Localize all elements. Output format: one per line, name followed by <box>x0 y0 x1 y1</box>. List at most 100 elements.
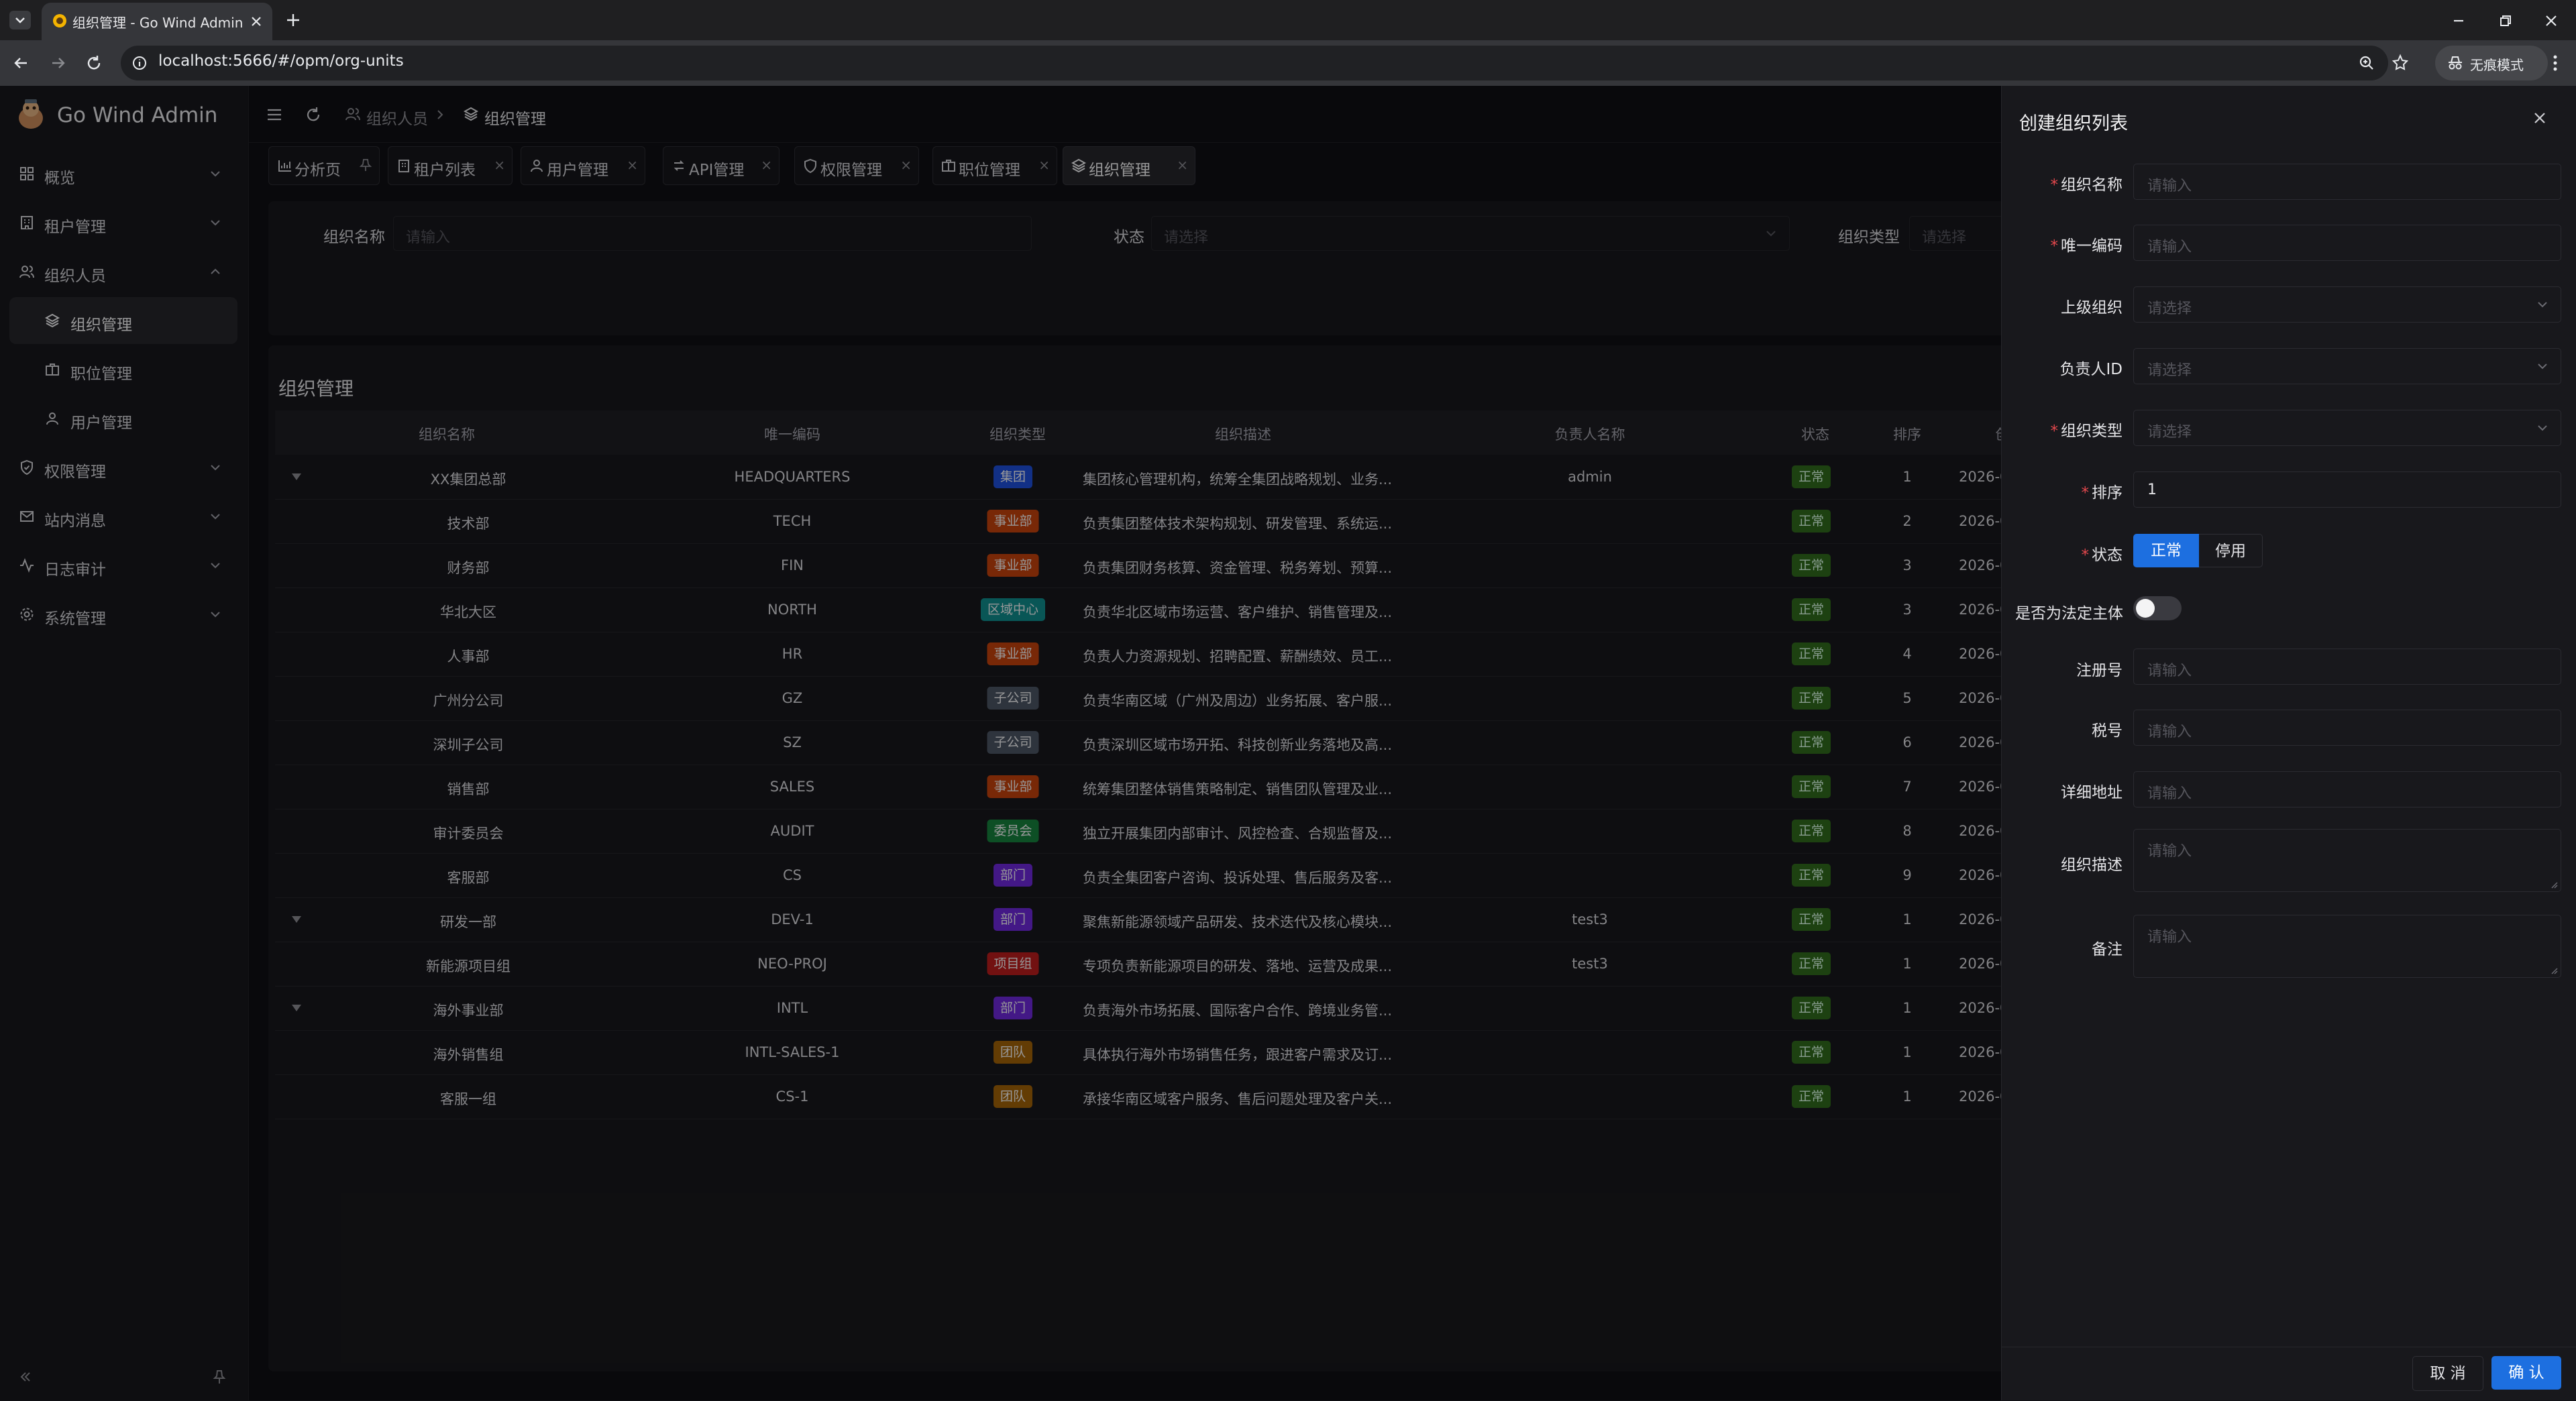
org-code-cell: NORTH <box>767 602 817 618</box>
tax-number-input[interactable]: 请输入 <box>2133 710 2561 746</box>
parent-org-select[interactable]: 请选择 <box>2133 286 2561 323</box>
close-icon[interactable]: × <box>494 157 505 173</box>
unique-code-input[interactable]: 请输入 <box>2133 225 2561 261</box>
org-name-cell: 人事部 <box>447 649 490 665</box>
chevron-down-icon <box>211 171 220 177</box>
user-icon <box>531 160 543 172</box>
browser-tab-active[interactable]: 组织管理 - Go Wind Admin <box>42 3 272 40</box>
field-label-code: * 唯一编码 <box>2050 237 2123 255</box>
close-icon[interactable]: × <box>1177 157 1188 173</box>
sort-cell: 5 <box>1902 690 1912 706</box>
address-bar[interactable] <box>121 46 2388 80</box>
legal-entity-switch[interactable] <box>2133 596 2182 620</box>
pin-icon[interactable] <box>359 158 372 172</box>
tab-org-units[interactable]: 组织管理 × <box>1063 146 1195 185</box>
site-info-icon[interactable] <box>131 55 148 71</box>
column-header[interactable]: 唯一编码 <box>764 427 820 443</box>
org-name-input[interactable]: 请输入 <box>2133 164 2561 200</box>
sidebar-item-audit-logs[interactable]: 日志审计 <box>9 542 237 589</box>
org-type-select[interactable]: 请选择 <box>2133 410 2561 446</box>
close-icon[interactable]: × <box>627 157 638 173</box>
column-header[interactable]: 负责人名称 <box>1554 427 1625 443</box>
description-textarea[interactable]: 请输入 <box>2133 829 2561 892</box>
pin-sidebar-icon[interactable] <box>211 1368 228 1386</box>
column-header[interactable]: 排序 <box>1893 427 1921 443</box>
restore-icon[interactable] <box>2497 12 2514 30</box>
created-time-cell: 2026-0 <box>1959 911 2009 928</box>
browser-menu-icon[interactable] <box>2551 54 2560 72</box>
column-header[interactable]: 组织类型 <box>989 427 1046 443</box>
table-row[interactable] <box>275 853 2026 898</box>
table-row[interactable] <box>275 499 2026 544</box>
tab-positions[interactable]: 职位管理 × <box>932 146 1057 185</box>
close-icon[interactable] <box>2532 110 2548 126</box>
modal-overlay[interactable] <box>0 86 2001 1400</box>
sidebar-item-messages[interactable]: 站内消息 <box>9 493 237 540</box>
registration-number-input[interactable]: 请输入 <box>2133 649 2561 685</box>
address-input[interactable]: 请输入 <box>2133 771 2561 807</box>
column-header[interactable]: 组织名称 <box>419 427 475 443</box>
table-row[interactable] <box>275 765 2026 809</box>
back-icon[interactable] <box>12 54 31 72</box>
reload-icon[interactable] <box>85 54 103 72</box>
incognito-badge[interactable]: 无痕模式 <box>2435 46 2548 80</box>
tab-search-button[interactable] <box>9 11 31 30</box>
forward-icon[interactable] <box>48 54 67 72</box>
confirm-button[interactable]: 确 认 <box>2491 1356 2561 1390</box>
sidebar-item-org-units[interactable]: 组织管理 <box>9 297 237 344</box>
incognito-icon <box>2449 56 2462 70</box>
close-icon[interactable] <box>250 15 263 28</box>
table-row[interactable] <box>275 543 2026 588</box>
sidebar-item-permissions[interactable]: 权限管理 <box>9 444 237 491</box>
zoom-icon[interactable] <box>2357 54 2376 72</box>
sidebar-item-tenants[interactable]: 租户管理 <box>9 199 237 246</box>
window-close-icon[interactable] <box>2542 12 2560 30</box>
sidebar-item-users[interactable]: 用户管理 <box>9 395 237 442</box>
table-row[interactable] <box>275 455 2026 500</box>
close-icon[interactable]: × <box>900 157 912 173</box>
expand-toggle-icon[interactable] <box>290 915 303 924</box>
table-row[interactable] <box>275 676 2026 721</box>
sidebar-item-system[interactable]: 系统管理 <box>9 591 237 638</box>
tab-tenant-list[interactable]: 租户列表 × <box>388 146 513 185</box>
new-tab-icon[interactable] <box>284 11 302 29</box>
sort-input[interactable]: 1 <box>2133 471 2561 508</box>
status-select[interactable]: 请选择 <box>1151 216 1790 251</box>
tab-user-management[interactable]: 用户管理 × <box>521 146 645 185</box>
remark-textarea[interactable]: 请输入 <box>2133 915 2561 978</box>
org-name-search-input[interactable]: 请输入 <box>393 216 1032 251</box>
table-row[interactable] <box>275 587 2026 632</box>
tab-analysis[interactable]: 分析页 <box>268 146 380 185</box>
sidebar-item-overview[interactable]: 概览 <box>9 150 237 197</box>
column-header[interactable]: 状态 <box>1801 427 1829 443</box>
table-row[interactable] <box>275 942 2026 987</box>
status-option-disabled[interactable]: 停用 <box>2199 534 2263 567</box>
resize-handle-icon[interactable] <box>2550 966 2558 974</box>
refresh-icon[interactable] <box>305 106 322 123</box>
minimize-icon[interactable] <box>2450 12 2467 30</box>
table-row[interactable] <box>275 1030 2026 1075</box>
table-row[interactable] <box>275 897 2026 942</box>
table-row[interactable] <box>275 809 2026 854</box>
breadcrumb-item[interactable]: 组织人员 <box>366 111 428 128</box>
table-row[interactable] <box>275 632 2026 677</box>
column-header[interactable]: 组织描述 <box>1215 427 1271 443</box>
expand-toggle-icon[interactable] <box>290 472 303 482</box>
resize-handle-icon[interactable] <box>2550 881 2558 889</box>
expand-toggle-icon[interactable] <box>290 1003 303 1013</box>
tab-api-management[interactable]: API管理 × <box>663 146 780 185</box>
bookmark-star-icon[interactable] <box>2391 54 2410 72</box>
table-row[interactable] <box>275 986 2026 1031</box>
leader-id-select[interactable]: 请选择 <box>2133 348 2561 384</box>
cancel-button[interactable]: 取 消 <box>2412 1356 2483 1391</box>
collapse-sidebar-icon[interactable] <box>16 1368 34 1386</box>
close-icon[interactable]: × <box>761 157 772 173</box>
status-option-normal[interactable]: 正常 <box>2133 534 2199 567</box>
tab-permissions[interactable]: 权限管理 × <box>794 146 919 185</box>
sidebar-item-org-people[interactable]: 组织人员 <box>9 248 237 295</box>
table-row[interactable] <box>275 720 2026 765</box>
sidebar-item-positions[interactable]: 职位管理 <box>9 346 237 393</box>
close-icon[interactable]: × <box>1038 157 1050 173</box>
menu-toggle-icon[interactable] <box>266 106 283 123</box>
table-row[interactable] <box>275 1074 2026 1119</box>
